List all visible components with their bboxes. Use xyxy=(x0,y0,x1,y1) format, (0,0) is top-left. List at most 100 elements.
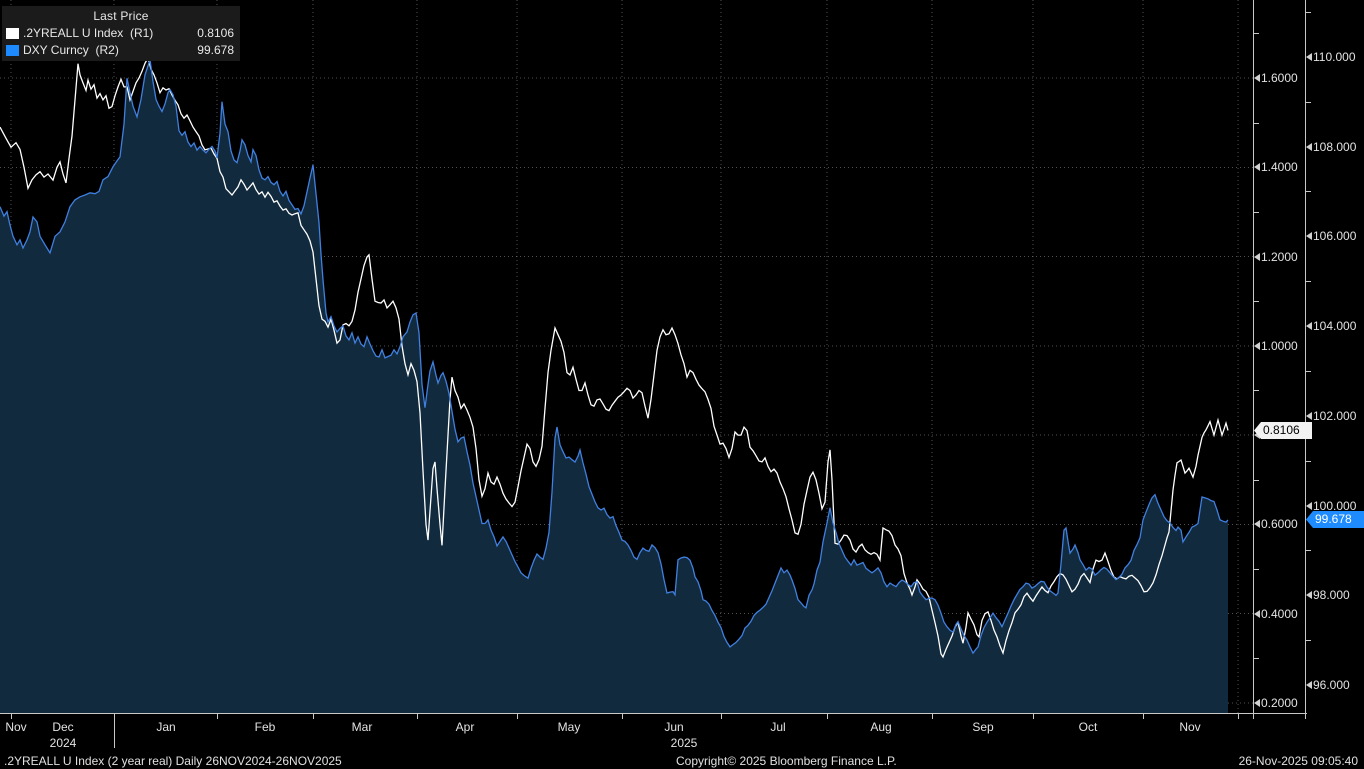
axis-tick-label: 1.0000 xyxy=(1254,338,1298,354)
x-axis-tick xyxy=(417,714,418,719)
axis-tick-label: 0.6000 xyxy=(1254,516,1298,532)
status-copyright: Copyright© 2025 Bloomberg Finance L.P. xyxy=(676,754,897,768)
series-swatch-blue xyxy=(6,44,19,56)
axis-minor-tick xyxy=(1306,550,1311,551)
axis-minor-tick xyxy=(1306,281,1311,282)
last-price-callout-r1: 0.8106 xyxy=(1254,422,1312,439)
axis-minor-tick xyxy=(1254,212,1259,213)
month-label: Apr xyxy=(455,720,475,734)
series-label: .2YREALL U Index (R1) xyxy=(23,26,154,40)
chart-legend: Last Price .2YREALL U Index (R1) 0.8106 … xyxy=(2,6,240,61)
x-axis: Nov Dec Jan Feb Mar Apr May Jun Jul Aug Sep Oct Nov 2… xyxy=(0,713,1364,752)
status-bar: .2YREALL U Index (2 year real) Daily 26N… xyxy=(0,752,1364,769)
x-axis-tick xyxy=(622,714,623,719)
tick-arrow-icon xyxy=(1306,322,1312,331)
x-axis-line xyxy=(0,713,1307,714)
x-axis-tick xyxy=(217,714,218,719)
dxy-area-fill xyxy=(0,59,1228,713)
tick-arrow-icon xyxy=(1254,609,1260,618)
tick-arrow-icon xyxy=(1306,52,1312,61)
x-axis-tick xyxy=(1033,714,1034,719)
tick-arrow-icon xyxy=(1254,431,1260,440)
axis-minor-tick xyxy=(1254,569,1259,570)
axis-tick-label: 1.4000 xyxy=(1254,159,1298,175)
series-last-value: 0.8106 xyxy=(197,26,234,40)
last-price-callout-r2: 99.678 xyxy=(1306,511,1364,528)
tick-arrow-icon xyxy=(1254,341,1260,350)
axis-tick-label: 0.2000 xyxy=(1254,695,1298,711)
month-label: Jan xyxy=(156,720,176,734)
series-swatch-white xyxy=(6,27,19,39)
tick-arrow-icon xyxy=(1306,232,1312,241)
series-label: DXY Curncy (R2) xyxy=(23,43,119,57)
axis-minor-tick xyxy=(1254,123,1259,124)
axis-minor-tick xyxy=(1254,301,1259,302)
month-label: Nov xyxy=(5,720,27,734)
right-axis-r1: 0.20000.40000.60000.80001.00001.20001.40… xyxy=(1253,0,1305,719)
axis-tick-label: 100.000 xyxy=(1306,498,1356,514)
line-2yreall xyxy=(0,56,1229,659)
month-label: May xyxy=(557,720,581,734)
axis-tick-label: 108.000 xyxy=(1306,139,1356,155)
x-axis-tick xyxy=(517,714,518,719)
tick-arrow-icon xyxy=(1254,73,1260,82)
x-axis-tick xyxy=(1238,714,1239,719)
axis-minor-tick xyxy=(1254,390,1259,391)
axis-minor-tick xyxy=(1306,12,1311,13)
tick-arrow-icon xyxy=(1306,681,1312,689)
x-axis-tick xyxy=(827,714,828,719)
axis-minor-tick xyxy=(1254,33,1259,34)
series-last-value: 99.678 xyxy=(197,43,234,57)
tick-arrow-icon xyxy=(1306,411,1312,420)
tick-arrow-icon xyxy=(1306,501,1312,510)
axis-tick-label: 102.000 xyxy=(1306,408,1356,424)
year-label: 2025 xyxy=(670,736,698,750)
axis-tick-label: 110.000 xyxy=(1306,49,1356,65)
x-axis-tick xyxy=(11,714,12,719)
month-label: Dec xyxy=(52,720,74,734)
status-security-info: .2YREALL U Index (2 year real) Daily 26N… xyxy=(4,754,342,768)
month-label: Sep xyxy=(972,720,994,734)
axis-minor-tick xyxy=(1306,191,1311,192)
year-label: 2024 xyxy=(49,736,77,750)
axis-tick-label: 98.000 xyxy=(1306,587,1350,603)
x-axis-tick xyxy=(313,714,314,719)
tick-arrow-icon xyxy=(1306,142,1312,151)
axis-tick-label: 1.6000 xyxy=(1254,70,1298,86)
tick-arrow-icon xyxy=(1254,252,1260,261)
tick-arrow-icon xyxy=(1254,520,1260,529)
month-label: Mar xyxy=(351,720,373,734)
axis-minor-tick xyxy=(1306,461,1311,462)
legend-title: Last Price xyxy=(93,9,149,23)
month-label: Nov xyxy=(1179,720,1201,734)
axis-tick-label: 106.000 xyxy=(1306,228,1356,244)
axis-minor-tick xyxy=(1254,658,1259,659)
axis-minor-tick xyxy=(1306,371,1311,372)
tick-arrow-icon xyxy=(1306,591,1312,600)
axis-tick-label: 0.4000 xyxy=(1254,606,1298,622)
chart-canvas[interactable] xyxy=(0,0,1253,713)
month-label: Jun xyxy=(664,720,684,734)
tick-arrow-icon xyxy=(1254,698,1260,707)
month-label: Oct xyxy=(1078,720,1098,734)
x-axis-tick xyxy=(932,714,933,719)
x-axis-tick xyxy=(1143,714,1144,719)
axis-minor-tick xyxy=(1306,640,1311,641)
month-label: Aug xyxy=(870,720,892,734)
axis-tick-label: 96.000 xyxy=(1306,677,1350,693)
line-dxy xyxy=(0,59,1229,655)
x-axis-tick xyxy=(114,714,115,748)
axis-tick-label: 104.000 xyxy=(1306,318,1356,334)
tick-arrow-icon xyxy=(1254,163,1260,172)
axis-tick-label: 1.2000 xyxy=(1254,249,1298,265)
month-label: Feb xyxy=(254,720,276,734)
month-label: Jul xyxy=(770,720,786,734)
x-axis-tick xyxy=(721,714,722,719)
status-timestamp: 26-Nov-2025 09:05:40 xyxy=(1238,754,1358,768)
axis-minor-tick xyxy=(1306,102,1311,103)
right-axis-r2: 96.000 98.000 100.000 102.000 104.000 106.000… xyxy=(1305,0,1364,719)
legend-row-2yreall: .2YREALL U Index (R1) 0.8106 xyxy=(6,25,236,41)
legend-row-dxy: DXY Curncy (R2) 99.678 xyxy=(6,42,236,58)
axis-minor-tick xyxy=(1254,480,1259,481)
